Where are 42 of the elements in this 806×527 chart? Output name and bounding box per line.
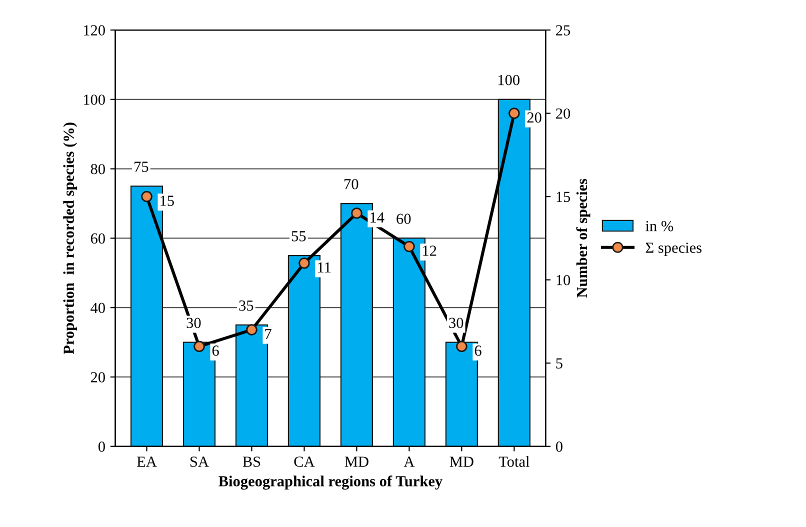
y-tick-label: 100 [84,94,105,105]
x-tick-label: SA [190,456,209,467]
x-tick-label: BS [242,456,260,467]
data-label: 20 [527,112,542,123]
legend-label: in % [646,220,674,232]
y-tick-label: 40 [90,302,105,314]
x-tick-label: MD [344,456,368,467]
x-tick-label: CA [294,456,315,467]
y-tick-label: 60 [90,233,105,244]
data-label: 35 [239,300,254,311]
y2-tick-label: 25 [556,25,570,36]
y-axis-title: Proportion in recorded species (%) [63,122,78,354]
y-tick-label: 120 [84,25,105,36]
y-tick-label: 80 [90,164,105,174]
data-label: 75 [134,162,148,172]
data-label: 14 [370,212,384,222]
x-tick-label: EA [137,456,157,467]
y-tick-label: 0 [98,442,105,452]
data-label: 70 [344,178,358,190]
x-tick-label: A [404,456,415,467]
data-label: 15 [160,196,174,206]
x-tick-label: MD [450,456,474,467]
y2-tick-label: 5 [556,358,562,369]
data-label: 30 [186,318,201,328]
y2-tick-label: 20 [556,108,570,119]
y-tick-label: 20 [90,372,105,382]
data-label: 11 [318,262,331,272]
y2-tick-label: 15 [556,192,570,202]
data-label: 6 [474,346,482,356]
x-tick-label: Total [498,456,530,467]
y2-tick-label: 10 [556,274,570,286]
y2-tick-label: 0 [556,442,562,452]
y2-axis-title: Number of species [576,178,590,298]
data-label: 100 [498,74,520,86]
legend-label: Σ species [646,242,702,256]
data-label: 30 [449,318,464,328]
data-label: 55 [292,231,306,242]
data-label: 6 [212,346,219,356]
data-label: 7 [265,329,272,340]
data-label: 60 [396,214,411,224]
x-axis-title: Biogeographical regions of Turkey [218,476,442,490]
data-label: 12 [423,246,436,256]
